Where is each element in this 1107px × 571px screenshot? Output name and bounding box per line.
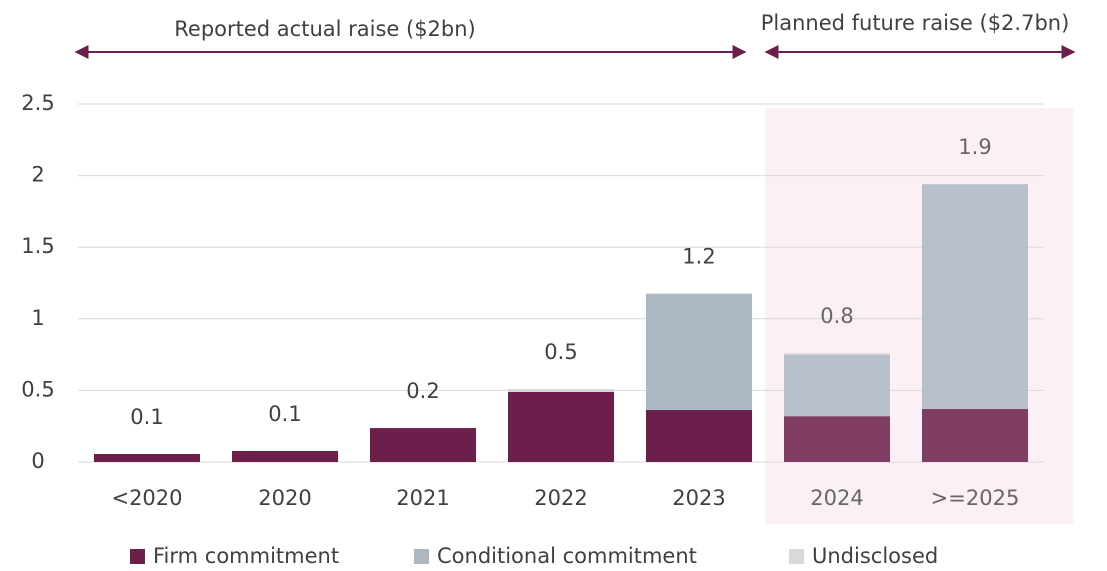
bar-segment	[646, 293, 752, 295]
y-tick-label: 1.5	[21, 234, 54, 258]
total-label: 0.5	[544, 340, 577, 364]
x-tick-label: 2024	[810, 486, 863, 510]
bar-segment	[94, 453, 200, 462]
total-label: 0.1	[268, 402, 301, 426]
y-tick-label: 2	[31, 163, 44, 187]
y-tick-label: 1	[31, 306, 44, 330]
legend-label: Undisclosed	[812, 544, 938, 568]
bar-segment	[646, 294, 752, 411]
total-label: 0.8	[820, 304, 853, 328]
annotation: Planned future raise ($2.7bn)	[761, 11, 1070, 35]
bar-segment	[784, 354, 890, 417]
legend-swatch	[414, 549, 429, 564]
bar-segment	[508, 391, 614, 462]
y-tick-label: 0	[31, 449, 44, 473]
bar-segment	[370, 428, 476, 462]
x-tick-label: <2020	[111, 486, 182, 510]
x-tick-label: >=2025	[931, 486, 1020, 510]
y-tick-label: 2.5	[21, 91, 54, 115]
total-label: 1.9	[958, 135, 991, 159]
legend-label: Firm commitment	[153, 544, 339, 568]
total-label: 0.2	[406, 379, 439, 403]
bar-segment	[922, 184, 1028, 410]
total-label: 1.2	[682, 244, 715, 268]
x-tick-label: 2021	[396, 486, 449, 510]
bar-segment	[508, 388, 614, 392]
legend-label: Conditional commitment	[437, 544, 697, 568]
x-tick-label: 2022	[534, 486, 587, 510]
legend-swatch	[130, 549, 145, 564]
x-tick-label: 2023	[672, 486, 725, 510]
bar-segment	[232, 450, 338, 462]
y-tick-label: 0.5	[21, 377, 54, 401]
bar-segment	[922, 409, 1028, 462]
bar-segment	[784, 416, 890, 462]
annotation: Reported actual raise ($2bn)	[174, 17, 476, 41]
total-label: 0.1	[130, 405, 163, 429]
legend-swatch	[789, 549, 804, 564]
bar-segment	[784, 353, 890, 355]
x-tick-label: 2020	[258, 486, 311, 510]
bar-segment	[646, 410, 752, 462]
